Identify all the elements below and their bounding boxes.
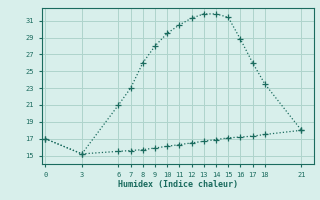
X-axis label: Humidex (Indice chaleur): Humidex (Indice chaleur) (118, 180, 237, 189)
